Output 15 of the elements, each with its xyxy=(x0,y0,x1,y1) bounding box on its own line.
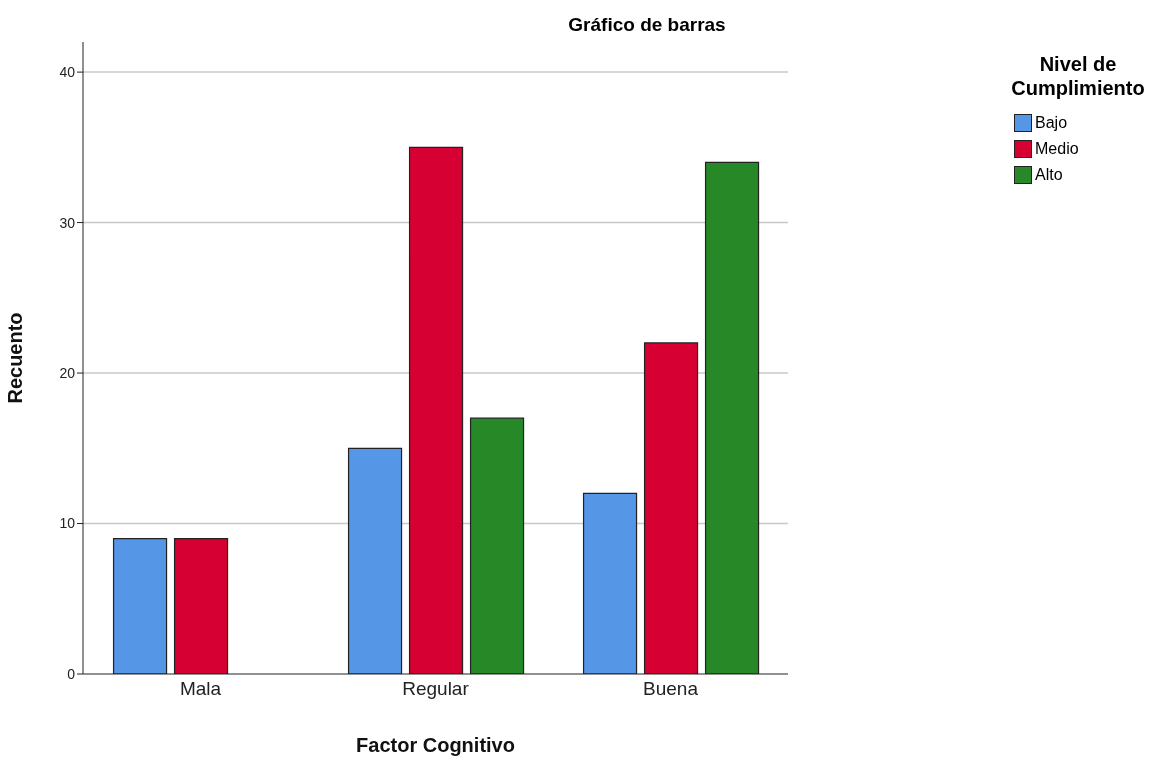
x-tick-label: Buena xyxy=(643,678,699,700)
chart-title: Gráfico de barras xyxy=(567,14,727,36)
x-axis-title: Factor Cognitivo xyxy=(356,734,515,756)
y-tick-label: 30 xyxy=(59,214,76,231)
legend-label: Bajo xyxy=(1035,114,1068,132)
legend-title: Nivel de Cumplimiento xyxy=(1010,52,1146,100)
y-tick-label: 40 xyxy=(59,64,76,81)
legend-label: Medio xyxy=(1035,140,1079,158)
y-axis-title: Recuento xyxy=(4,312,27,404)
y-tick-label: 0 xyxy=(67,665,76,682)
y-tick-label: 20 xyxy=(59,365,76,382)
x-tick-label: Regular xyxy=(402,678,470,700)
legend-label: Alto xyxy=(1035,166,1063,184)
x-tick-label: Mala xyxy=(179,678,222,700)
y-tick-label: 10 xyxy=(59,515,76,532)
